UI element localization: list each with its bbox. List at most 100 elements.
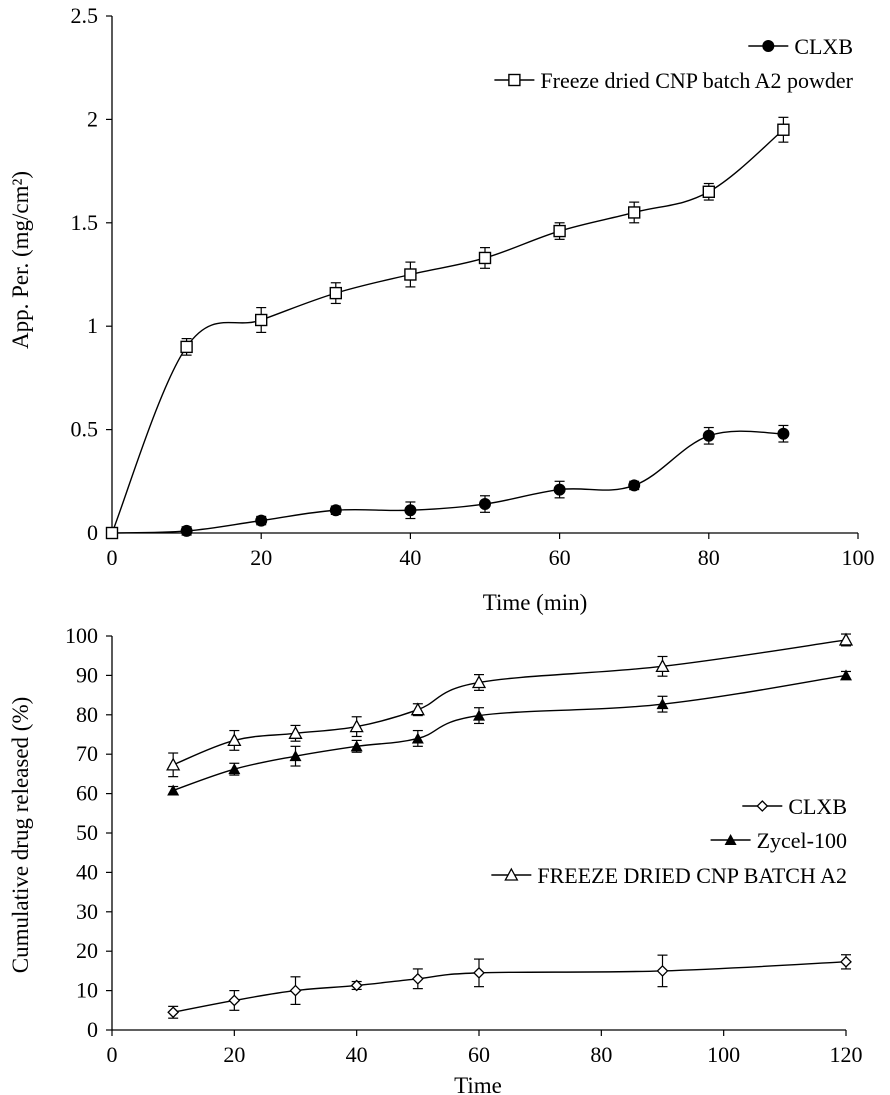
y-tick-label: 100 (65, 623, 98, 648)
data-point (167, 784, 180, 796)
data-point (105, 526, 119, 540)
data-point (228, 994, 241, 1007)
x-tick-label: 20 (223, 1042, 245, 1067)
legend-label: Freeze dried CNP batch A2 powder (540, 68, 853, 93)
y-tick-label: 1 (87, 313, 98, 338)
y-tick-label: 80 (76, 702, 98, 727)
data-point (255, 514, 268, 527)
y-tick-label: 0.5 (71, 417, 99, 442)
x-tick-label: 20 (250, 545, 272, 570)
y-tick-label: 0 (87, 520, 98, 545)
x-tick-label: 80 (590, 1042, 612, 1067)
legend-item: FREEZE DRIED CNP BATCH A2 (491, 863, 847, 888)
y-tick-label: 30 (76, 899, 98, 924)
x-tick-label: 120 (830, 1042, 863, 1067)
data-point (404, 268, 417, 281)
y-tick-label: 2.5 (71, 3, 99, 28)
legend-marker (762, 40, 775, 52)
data-point (840, 955, 852, 968)
legend-label: CLXB (788, 794, 847, 819)
series-line (111, 129, 784, 534)
legend: CLXB Zycel-100 FREEZE DRIED CNP BATCH A2 (491, 794, 847, 888)
series-1 (167, 669, 852, 796)
series-2 (166, 632, 854, 778)
data-point (473, 709, 485, 721)
data-point (167, 1006, 180, 1019)
data-point (471, 675, 487, 689)
legend-label: FREEZE DRIED CNP BATCH A2 (537, 863, 847, 888)
legend-marker (724, 834, 737, 845)
x-tick-label: 80 (698, 545, 720, 570)
series-line (111, 430, 784, 534)
legend-item: CLXB (748, 34, 853, 59)
series-line (173, 961, 847, 1013)
chart-drug-release: 0 20 40 60 80 100 120 0 10 20 30 40 50 60 70 80 90 100 Tim… (8, 623, 863, 1095)
data-point (349, 719, 364, 733)
data-point (478, 251, 492, 265)
data-point (289, 750, 302, 762)
x-tick-label: 40 (346, 1042, 368, 1067)
y-axis-label: App. Per. (mg/cm²) (8, 171, 33, 349)
legend-marker (504, 867, 519, 881)
data-point (350, 979, 363, 992)
data-point (777, 123, 790, 136)
x-tick-label: 0 (107, 545, 118, 570)
y-axis-label: Cumulative drug released (%) (8, 697, 33, 974)
y-tick-label: 10 (76, 978, 98, 1003)
data-point (329, 286, 342, 300)
data-point (254, 313, 268, 327)
series-0 (167, 954, 852, 1019)
legend-marker (756, 800, 769, 812)
data-point (180, 524, 193, 537)
data-point (838, 632, 854, 646)
y-tick-label: 50 (76, 820, 98, 845)
x-tick-label: 40 (399, 545, 421, 570)
data-point (228, 763, 241, 775)
legend-item: Zycel-100 (710, 828, 847, 853)
data-point (473, 966, 485, 979)
legend-marker (508, 73, 521, 87)
data-point (553, 224, 566, 238)
chart-permeation: 0 20 40 60 80 100 0 0.5 1 1.5 2 2.5 Time (min) App. P… (8, 3, 875, 615)
legend: CLXB Freeze dried CNP batch A2 powder (494, 34, 854, 93)
y-tick-label: 2 (87, 106, 98, 131)
y-tick-label: 0 (87, 1017, 98, 1042)
y-tick-label: 60 (76, 781, 98, 806)
series-line (172, 674, 847, 792)
legend-item: Freeze dried CNP batch A2 powder (494, 68, 854, 93)
data-point (411, 732, 424, 744)
x-tick-label: 0 (107, 1042, 118, 1067)
y-tick-label: 70 (76, 741, 98, 766)
data-point (553, 483, 566, 496)
x-tick-label: 60 (468, 1042, 490, 1067)
x-tick-label: 100 (842, 545, 875, 570)
axes: 0 20 40 60 80 100 120 0 10 20 30 40 50 60 70 80 90 100 Tim… (8, 623, 863, 1095)
x-tick-label: 60 (549, 545, 571, 570)
data-point (628, 206, 641, 219)
data-point (404, 504, 417, 517)
data-point (702, 429, 715, 442)
data-point (628, 479, 641, 492)
series-line (172, 639, 847, 766)
data-point (289, 984, 302, 997)
data-point (329, 504, 342, 517)
data-point (350, 740, 363, 752)
y-tick-label: 90 (76, 662, 98, 687)
y-tick-label: 1.5 (71, 210, 99, 235)
data-point (479, 498, 491, 511)
axes: 0 20 40 60 80 100 0 0.5 1 1.5 2 2.5 Time (min) App. P… (8, 3, 875, 615)
data-point (227, 733, 242, 747)
data-point (655, 658, 670, 672)
legend-label: Zycel-100 (757, 828, 847, 853)
series-1 (105, 116, 790, 540)
y-tick-label: 20 (76, 938, 98, 963)
data-point (702, 185, 715, 198)
y-tick-label: 40 (76, 859, 98, 884)
data-point (411, 972, 424, 985)
x-axis-label: Time (min) (483, 590, 588, 615)
series-0 (106, 424, 790, 539)
legend-item: CLXB (742, 794, 847, 819)
data-point (656, 964, 669, 977)
data-point (166, 757, 181, 771)
